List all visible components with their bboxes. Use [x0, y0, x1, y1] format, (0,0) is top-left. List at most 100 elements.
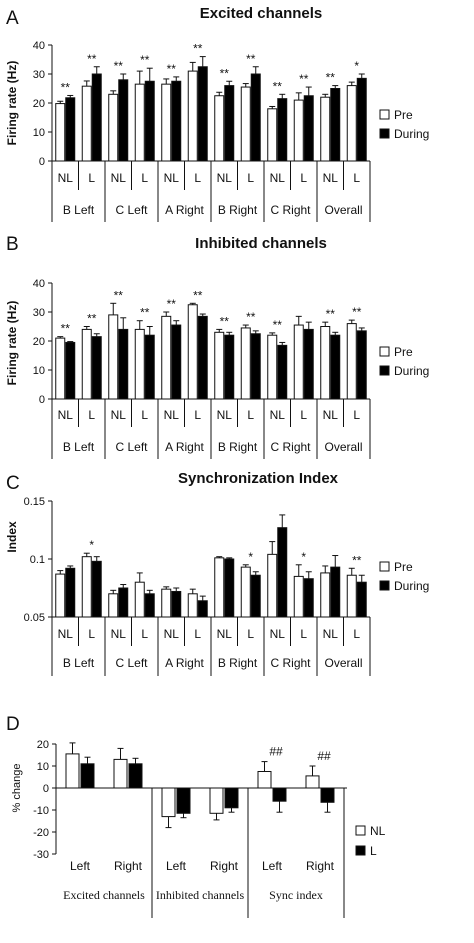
legend-label-pre: Pre	[394, 345, 413, 359]
x-category-label: NL	[58, 171, 74, 185]
bar-during	[277, 344, 288, 400]
x-category-label: L	[88, 171, 95, 185]
x-group-label: Overall	[324, 203, 362, 217]
significance-marker: **	[61, 322, 71, 336]
bar-during	[118, 79, 129, 162]
bar-during	[118, 328, 129, 400]
y-tick-label-a: 40	[33, 40, 45, 52]
legend-swatch-nl	[355, 825, 366, 836]
significance-marker: **	[326, 307, 336, 321]
bar-during	[330, 334, 341, 400]
x-category-label: L	[247, 171, 254, 185]
bar-during	[65, 567, 76, 618]
x-category-label: L	[353, 171, 360, 185]
significance-marker: **	[299, 72, 309, 86]
x-group-label: B Left	[63, 656, 95, 670]
x-group-label: C Right	[270, 440, 311, 454]
bar-pre	[293, 575, 304, 618]
bar-during	[171, 324, 182, 400]
x-category-label: NL	[58, 408, 74, 422]
panel-d: D % change -30 -20 -10 0 10 20 Left Right Left Ri…	[6, 714, 386, 918]
bar-pre	[161, 588, 172, 618]
x-group-label: Excited channels	[63, 888, 145, 902]
significance-marker: **	[246, 52, 256, 66]
bar-l	[320, 787, 335, 803]
bar-pre	[81, 85, 92, 162]
bar-nl	[161, 787, 176, 818]
bar-pre	[214, 95, 225, 162]
significance-marker: **	[87, 52, 97, 66]
x-category-label: NL	[58, 627, 74, 641]
significance-marker: ##	[269, 745, 283, 759]
x-group-label: C Right	[270, 203, 311, 217]
bar-pre	[55, 337, 66, 400]
bar-during	[250, 574, 261, 618]
bar-during	[91, 73, 102, 162]
x-group-label: B Right	[218, 656, 258, 670]
panel-letter-d: D	[6, 714, 20, 735]
bar-during	[144, 593, 155, 618]
significance-marker: **	[193, 42, 203, 56]
significance-marker: **	[326, 71, 336, 85]
significance-marker: **	[87, 312, 97, 326]
significance-marker: **	[273, 79, 283, 93]
x-category-label: Left	[166, 859, 187, 873]
plot-area-b: 0 10 20 30 40 ** NL ** L ** NL ** L ** NL ** L ** NL ** L ** N…	[33, 278, 429, 459]
bar-during	[171, 590, 182, 618]
significance-marker: **	[61, 80, 71, 94]
y-tick-label-b: 40	[33, 278, 45, 290]
y-tick-label-d: -20	[33, 827, 49, 839]
x-group-label: Overall	[324, 440, 362, 454]
bar-pre	[108, 314, 119, 400]
bar-during	[250, 333, 261, 400]
bar-pre	[161, 83, 172, 162]
legend-label-l: L	[370, 844, 377, 858]
y-tick-label-c: 0.15	[24, 496, 45, 508]
x-category-label: L	[300, 171, 307, 185]
x-category-label: NL	[217, 408, 233, 422]
y-tick-label-d: -10	[33, 805, 49, 817]
x-category-label: L	[141, 171, 148, 185]
panel-b: B Inhibited channels Firing rate (Hz) 0 1…	[5, 234, 429, 459]
significance-marker: **	[167, 62, 177, 76]
x-category-label: L	[353, 408, 360, 422]
bar-l	[224, 787, 239, 809]
x-group-label: A Right	[165, 203, 204, 217]
plot-area-a: 0 10 20 30 40 ** NL ** L ** NL ** L ** NL ** L ** NL ** L ** N…	[33, 40, 429, 222]
x-category-label: L	[194, 627, 201, 641]
panel-letter-b: B	[6, 234, 19, 255]
x-group-label: B Right	[218, 203, 258, 217]
significance-marker: **	[220, 66, 230, 80]
panel-letter-a: A	[6, 8, 19, 29]
legend-label-pre: Pre	[394, 560, 413, 574]
bar-pre	[293, 99, 304, 162]
bar-during	[224, 558, 235, 618]
panel-a: A Excited channels Firing rate (Hz) 0 10 2…	[5, 5, 429, 222]
y-axis-label-c: Index	[5, 521, 19, 553]
bar-pre	[81, 328, 92, 400]
y-tick-label-a: 0	[39, 156, 45, 168]
bar-pre	[320, 96, 331, 162]
x-category-label: NL	[164, 627, 180, 641]
significance-marker: *	[248, 550, 253, 564]
x-group-label: B Left	[63, 440, 95, 454]
significance-marker: **	[352, 305, 362, 319]
x-category-label: Right	[114, 859, 143, 873]
y-tick-label-a: 10	[33, 127, 45, 139]
plot-area-d: -30 -20 -10 0 10 20 Left Right Left Right ## Left ##…	[33, 739, 386, 918]
bar-pre	[134, 83, 145, 162]
bar-pre	[187, 304, 198, 400]
significance-marker: **	[352, 553, 362, 567]
x-category-label: Right	[306, 859, 335, 873]
bar-pre	[55, 573, 66, 618]
bar-pre	[346, 85, 357, 162]
panel-c: C Synchronization Index Index 0.05 0.1 0.1…	[5, 470, 429, 676]
significance-marker: **	[140, 53, 150, 67]
x-category-label: NL	[111, 171, 127, 185]
panel-title-b: Inhibited channels	[195, 235, 327, 252]
x-group-label: B Left	[63, 203, 95, 217]
bar-pre	[320, 326, 331, 400]
bar-pre	[346, 574, 357, 618]
bar-nl	[209, 787, 224, 814]
bar-pre	[108, 593, 119, 618]
